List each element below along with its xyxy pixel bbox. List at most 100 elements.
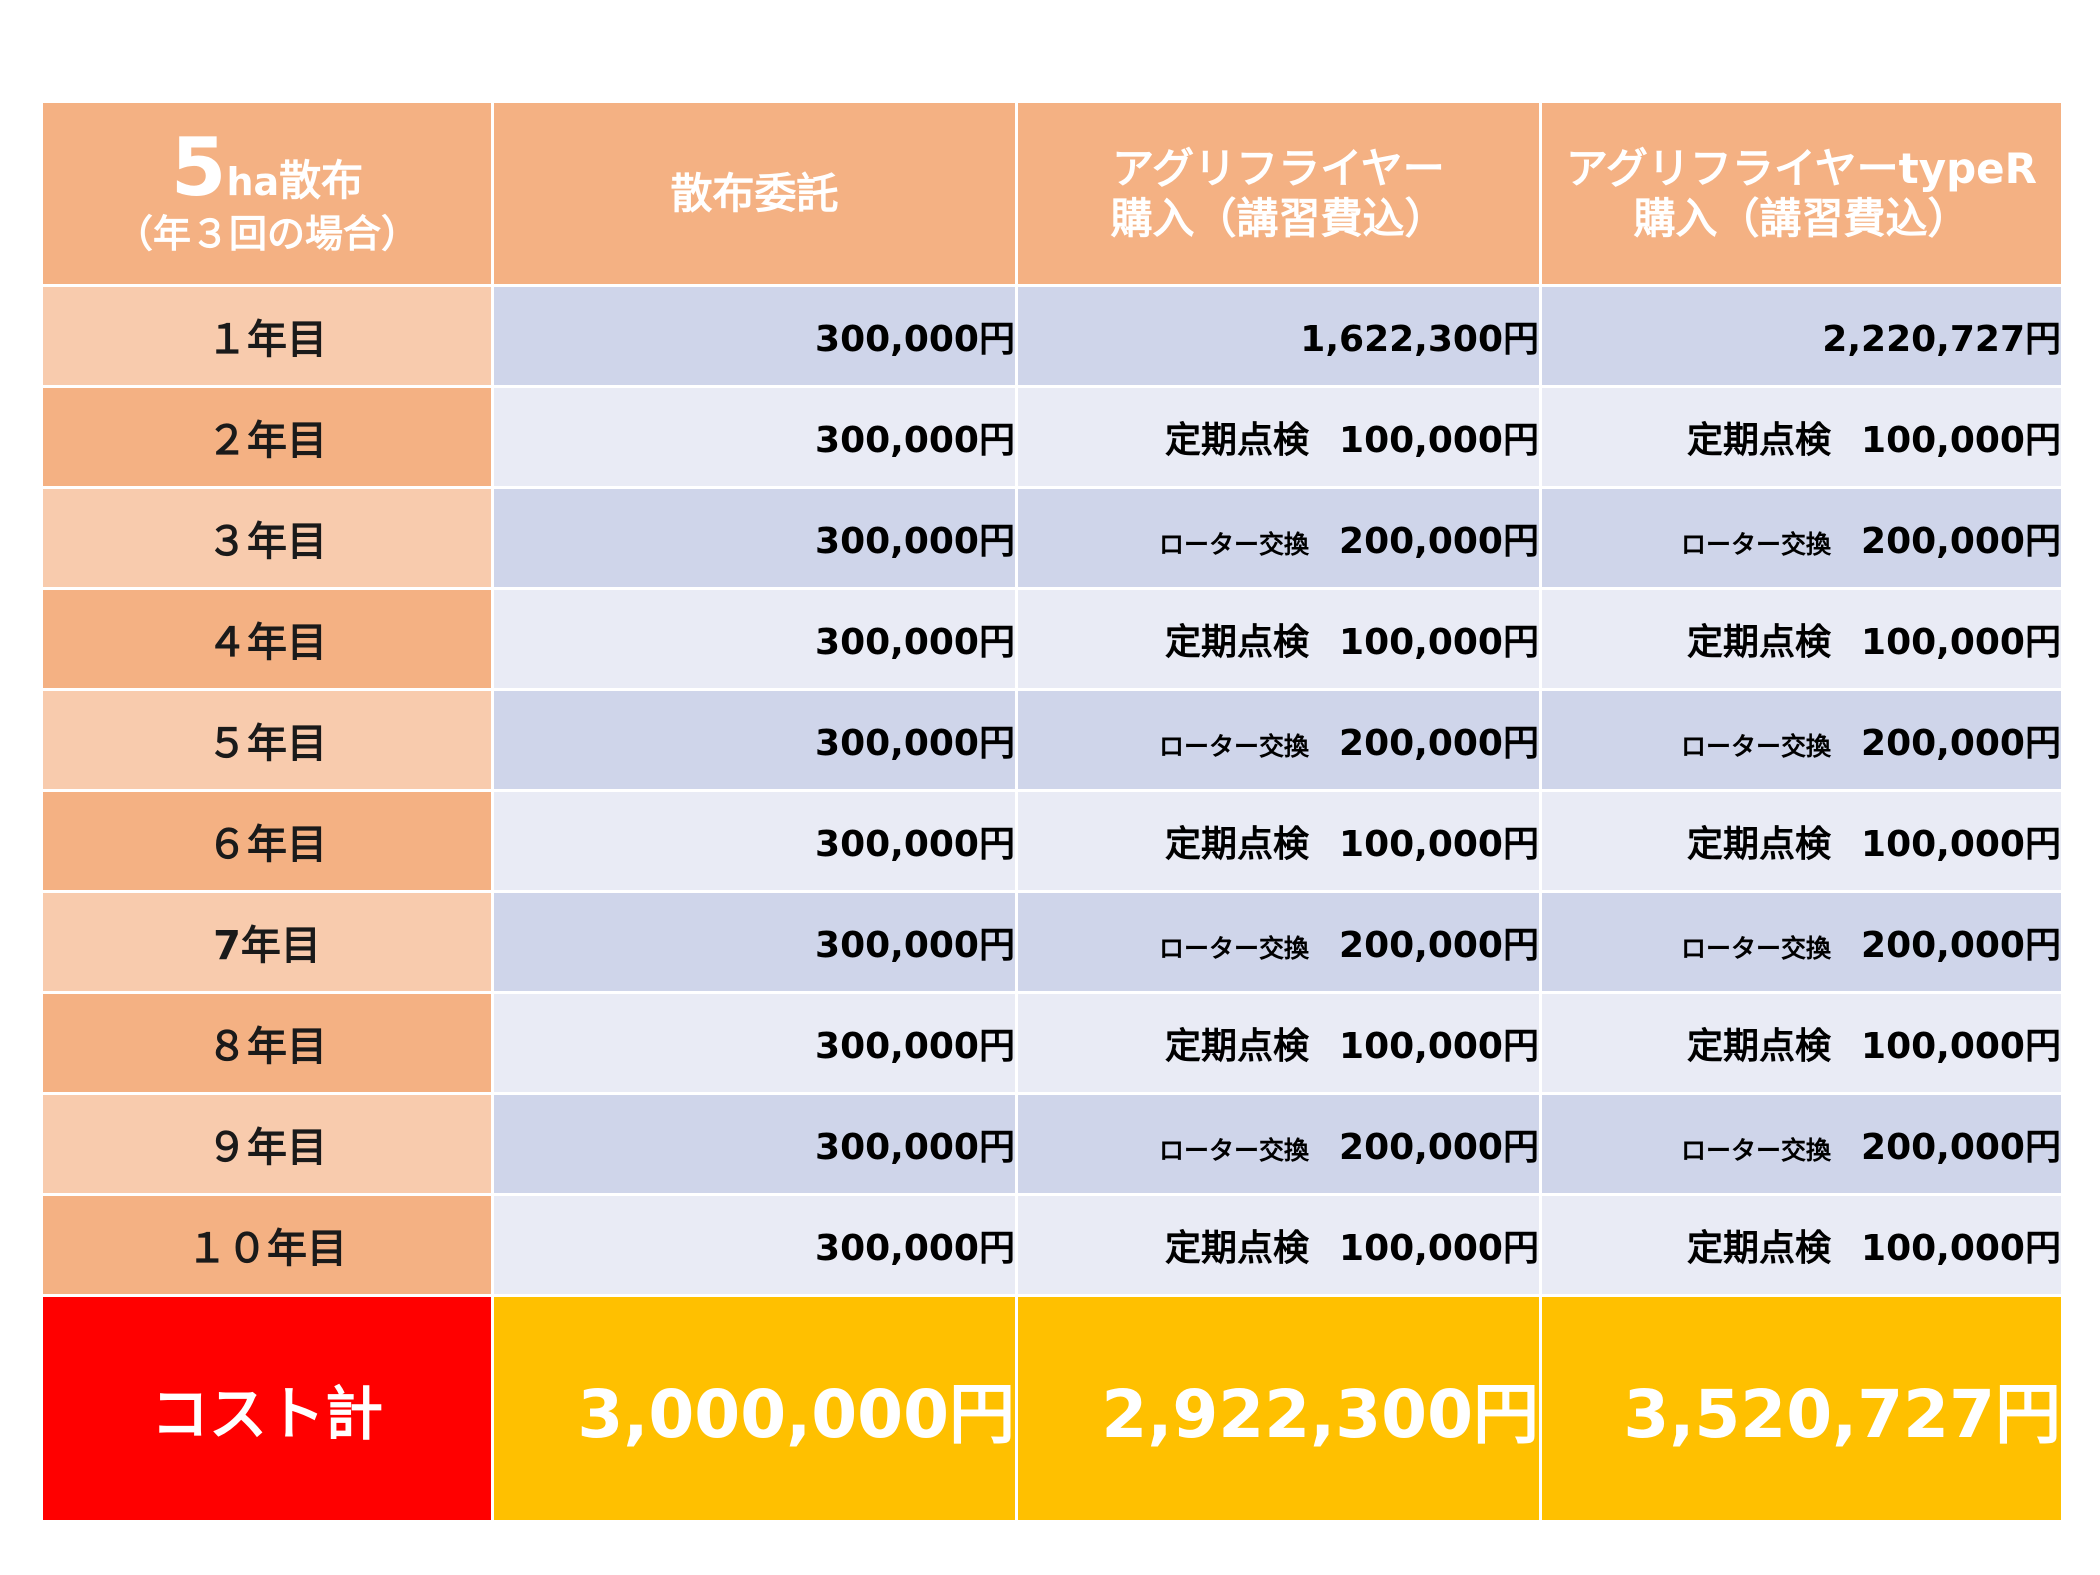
cost-comparison-table: 5ha散布 （年３回の場合） 散布委託 アグリフライヤー 購入（講習費込） アグ… (40, 100, 2064, 1523)
year-label: ８年目 (40, 991, 494, 1095)
table-row: ４年目 300,000円 定期点検 100,000円 定期点検 100,000円 (40, 587, 2064, 691)
agriflyer-typer-cost-note: ローター交換 (1681, 530, 1832, 559)
agriflyer-typer-cost-value: 200,000円 (1861, 925, 2061, 966)
agriflyer-cost-value: 200,000円 (1339, 723, 1539, 764)
agriflyer-typer-cost-note: 定期点検 (1687, 824, 1832, 865)
agriflyer-cost-value: 100,000円 (1339, 824, 1539, 865)
agriflyer-typer-cost: ローター交換 200,000円 (1539, 1092, 2064, 1196)
agriflyer-cost: 定期点検 100,000円 (1015, 991, 1542, 1095)
header-agriflyer: アグリフライヤー 購入（講習費込） (1015, 100, 1542, 287)
agriflyer-typer-cost-note: ローター交換 (1681, 732, 1832, 761)
outsourcing-cost: 300,000円 (491, 890, 1018, 994)
header-agriflyer-line1: アグリフライヤー (1112, 143, 1445, 193)
agriflyer-cost: ローター交換 200,000円 (1015, 1092, 1542, 1196)
year-label: ４年目 (40, 587, 494, 691)
agriflyer-typer-cost-note: ローター交換 (1681, 934, 1832, 963)
agriflyer-typer-cost-value: 200,000円 (1861, 723, 2061, 764)
year-label: ２年目 (40, 385, 494, 489)
agriflyer-typer-cost-value: 100,000円 (1861, 622, 2061, 663)
agriflyer-typer-cost-note: 定期点検 (1687, 1228, 1832, 1269)
header-agriflyer-typer-line1: アグリフライヤーtypeR (1566, 143, 2037, 193)
header-outsourcing-label: 散布委託 (670, 168, 839, 218)
year-label: 7年目 (40, 890, 494, 994)
table-row: ３年目 300,000円 ローター交換 200,000円 ローター交換 200,000円 (40, 486, 2064, 590)
agriflyer-cost-note: 定期点検 (1165, 824, 1310, 865)
agriflyer-typer-cost: 定期点検 100,000円 (1539, 991, 2064, 1095)
agriflyer-typer-cost-value: 100,000円 (1861, 1026, 2061, 1067)
agriflyer-typer-cost: 定期点検 100,000円 (1539, 1193, 2064, 1297)
total-row: コスト計 3,000,000円 2,922,300円 3,520,727円 (40, 1294, 2064, 1523)
total-agriflyer: 2,922,300円 (1015, 1294, 1542, 1523)
table-row: ５年目 300,000円 ローター交換 200,000円 ローター交換 200,000円 (40, 688, 2064, 792)
header-row: 5ha散布 （年３回の場合） 散布委託 アグリフライヤー 購入（講習費込） アグ… (40, 100, 2064, 287)
agriflyer-typer-cost-note: 定期点検 (1687, 420, 1832, 461)
outsourcing-cost: 300,000円 (491, 284, 1018, 388)
header-outsourcing: 散布委託 (491, 100, 1018, 287)
table-row: １年目 300,000円 1,622,300円 2,220,727円 (40, 284, 2064, 388)
agriflyer-typer-cost-note: 定期点検 (1687, 622, 1832, 663)
year-label: １０年目 (40, 1193, 494, 1297)
agriflyer-cost: ローター交換 200,000円 (1015, 688, 1542, 792)
table-row: ６年目 300,000円 定期点検 100,000円 定期点検 100,000円 (40, 789, 2064, 893)
agriflyer-cost-value: 100,000円 (1339, 622, 1539, 663)
agriflyer-cost-note: ローター交換 (1159, 1136, 1310, 1165)
agriflyer-cost-value: 100,000円 (1339, 420, 1539, 461)
agriflyer-typer-cost: 2,220,727円 (1539, 284, 2064, 388)
agriflyer-cost: ローター交換 200,000円 (1015, 486, 1542, 590)
agriflyer-typer-cost: ローター交換 200,000円 (1539, 688, 2064, 792)
header-agriflyer-line2: 購入（講習費込） (1110, 193, 1447, 243)
header-area: 5ha散布 （年３回の場合） (40, 100, 494, 287)
agriflyer-typer-cost-value: 100,000円 (1861, 420, 2061, 461)
agriflyer-cost: ローター交換 200,000円 (1015, 890, 1542, 994)
agriflyer-typer-cost-value: 100,000円 (1861, 824, 2061, 865)
agriflyer-cost-note: 定期点検 (1165, 1228, 1310, 1269)
outsourcing-cost: 300,000円 (491, 789, 1018, 893)
header-area-subtitle: （年３回の場合） (114, 211, 419, 256)
agriflyer-cost-value: 200,000円 (1339, 521, 1539, 562)
total-outsourcing: 3,000,000円 (491, 1294, 1018, 1523)
agriflyer-typer-cost-note: ローター交換 (1681, 1136, 1832, 1165)
agriflyer-typer-cost-value: 200,000円 (1861, 1127, 2061, 1168)
agriflyer-cost: 定期点検 100,000円 (1015, 385, 1542, 489)
table-row: ２年目 300,000円 定期点検 100,000円 定期点検 100,000円 (40, 385, 2064, 489)
total-agriflyer-typer: 3,520,727円 (1539, 1294, 2064, 1523)
agriflyer-typer-cost: 定期点検 100,000円 (1539, 789, 2064, 893)
agriflyer-cost-note: ローター交換 (1159, 732, 1310, 761)
table-row: 7年目 300,000円 ローター交換 200,000円 ローター交換 200,000円 (40, 890, 2064, 994)
table-row: １０年目 300,000円 定期点検 100,000円 定期点検 100,000円 (40, 1193, 2064, 1297)
header-area-unit: ha (226, 159, 280, 204)
agriflyer-cost-value: 1,622,300円 (1300, 319, 1539, 360)
agriflyer-typer-cost: ローター交換 200,000円 (1539, 486, 2064, 590)
agriflyer-cost: 定期点検 100,000円 (1015, 789, 1542, 893)
header-area-number: 5 (170, 120, 227, 214)
year-label: ３年目 (40, 486, 494, 590)
agriflyer-cost-note: ローター交換 (1159, 934, 1310, 963)
outsourcing-cost: 300,000円 (491, 385, 1018, 489)
agriflyer-cost: 1,622,300円 (1015, 284, 1542, 388)
agriflyer-cost-note: ローター交換 (1159, 530, 1310, 559)
table-row: ９年目 300,000円 ローター交換 200,000円 ローター交換 200,000円 (40, 1092, 2064, 1196)
header-area-label: 散布 (279, 155, 364, 205)
year-label: ５年目 (40, 688, 494, 792)
agriflyer-cost-value: 100,000円 (1339, 1026, 1539, 1067)
agriflyer-typer-cost-value: 2,220,727円 (1822, 319, 2061, 360)
agriflyer-typer-cost-note: 定期点検 (1687, 1026, 1832, 1067)
agriflyer-typer-cost: 定期点検 100,000円 (1539, 587, 2064, 691)
agriflyer-typer-cost-value: 200,000円 (1861, 521, 2061, 562)
agriflyer-cost-note: 定期点検 (1165, 622, 1310, 663)
outsourcing-cost: 300,000円 (491, 486, 1018, 590)
year-label: ９年目 (40, 1092, 494, 1196)
agriflyer-cost-value: 200,000円 (1339, 1127, 1539, 1168)
agriflyer-cost-value: 200,000円 (1339, 925, 1539, 966)
outsourcing-cost: 300,000円 (491, 1193, 1018, 1297)
outsourcing-cost: 300,000円 (491, 688, 1018, 792)
agriflyer-cost-value: 100,000円 (1339, 1228, 1539, 1269)
total-label: コスト計 (40, 1294, 494, 1523)
agriflyer-typer-cost: ローター交換 200,000円 (1539, 890, 2064, 994)
outsourcing-cost: 300,000円 (491, 587, 1018, 691)
agriflyer-cost: 定期点検 100,000円 (1015, 1193, 1542, 1297)
header-agriflyer-typer-line2: 購入（講習費込） (1633, 193, 1970, 243)
header-agriflyer-typer: アグリフライヤーtypeR 購入（講習費込） (1539, 100, 2064, 287)
year-label: １年目 (40, 284, 494, 388)
outsourcing-cost: 300,000円 (491, 1092, 1018, 1196)
